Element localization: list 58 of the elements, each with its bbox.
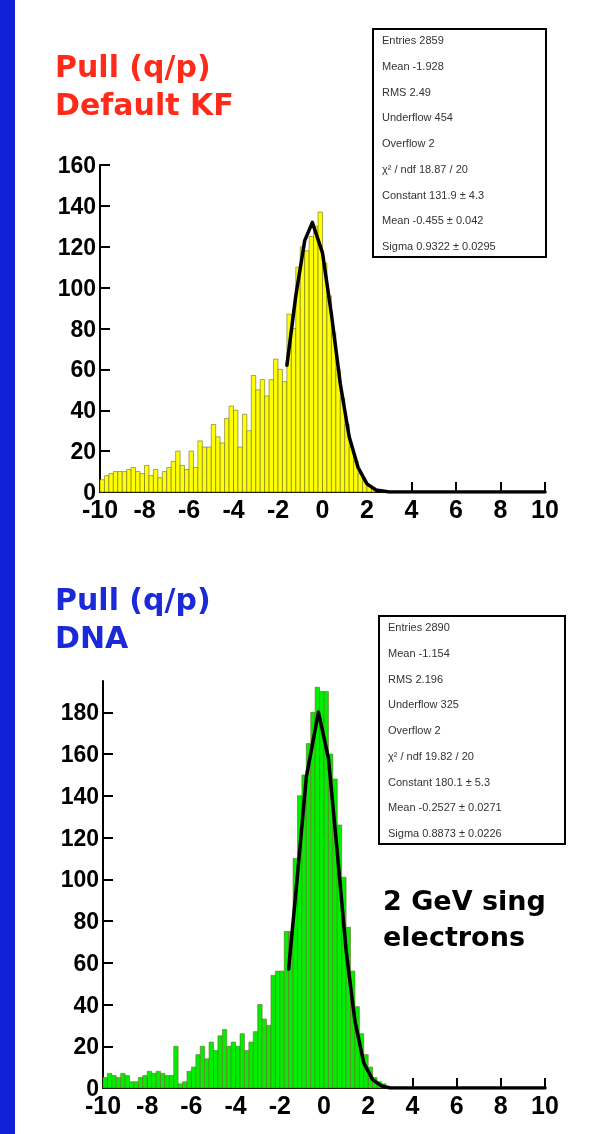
y-tick-label: 80 — [70, 315, 96, 342]
x-tick-label: 8 — [493, 1090, 508, 1119]
y-tick-label: 160 — [60, 741, 99, 768]
y-tick-label: 120 — [60, 824, 99, 851]
y-tick-label: 20 — [73, 1033, 99, 1060]
x-tick-label: -6 — [177, 494, 201, 523]
y-tick-label: 20 — [70, 438, 96, 465]
annotation: χ² / ndf 19.82 / 20 — [388, 749, 475, 762]
x-tick-label: 0 — [317, 1090, 331, 1119]
x-tick-label: -4 — [224, 1090, 247, 1119]
y-tick-label: 40 — [70, 397, 96, 424]
x-tick-label: 4 — [404, 494, 419, 523]
text: RMS 2.49 — [382, 85, 431, 98]
y-tick-label: 160 — [57, 152, 96, 178]
annotation: Constant 131.9 ± 4.3 — [382, 188, 486, 201]
x-tick-label: 8 — [493, 494, 508, 523]
y-tick-label: 100 — [60, 866, 99, 893]
x-tick-label: 2 — [360, 494, 374, 523]
chart-title: Pull (q/p) Default KF — [55, 48, 234, 122]
x-tick-label: 10 — [531, 494, 559, 523]
annotation: Sigma 0.9322 ± 0.0295 — [382, 240, 497, 252]
annotation: RMS 2.196 — [388, 672, 445, 685]
annotation: Mean -0.455 ± 0.042 — [382, 214, 485, 227]
annotation: χ² / ndf 18.87 / 20 — [382, 162, 469, 175]
text: Mean -1.154 — [388, 646, 450, 659]
x-tick-label: 6 — [449, 1090, 464, 1119]
y-tick-label: 60 — [73, 949, 99, 976]
x-tick-label: -2 — [268, 1090, 291, 1119]
x-tick-label: 2 — [361, 1090, 376, 1119]
x-tick-label: 4 — [405, 1090, 420, 1119]
y-tick-label: 100 — [57, 274, 96, 301]
x-tick-label: -2 — [266, 494, 290, 523]
x-tick-label: -8 — [136, 1090, 159, 1119]
y-tick-label: 140 — [57, 192, 96, 219]
y-tick-label: 120 — [57, 233, 96, 260]
x-tick-label: -4 — [222, 494, 245, 523]
annotation: Overflow 2 — [388, 724, 442, 736]
x-tick-label: 10 — [531, 1090, 559, 1119]
x-tick-label: 0 — [315, 494, 330, 523]
y-tick-label: 140 — [60, 782, 99, 809]
annotation: Mean -0.2527 ± 0.0271 — [388, 801, 503, 814]
y-tick-label: 40 — [73, 991, 99, 1018]
x-tick-label: -8 — [133, 494, 156, 523]
y-tick-label: 60 — [70, 356, 96, 383]
text: Entries 2890 — [388, 621, 450, 633]
annotation: Constant 180.1 ± 5.3 — [388, 775, 492, 788]
annotation: 2 GeV sing electrons — [383, 884, 556, 952]
y-tick-label: 80 — [73, 908, 99, 935]
x-tick-label: -6 — [180, 1090, 203, 1119]
annotation: Underflow 325 — [388, 698, 460, 711]
text: Underflow 454 — [382, 111, 453, 124]
annotation: Sigma 0.8873 ± 0.0226 — [388, 827, 503, 839]
x-tick-label: 6 — [449, 494, 463, 523]
text: Entries 2859 — [382, 34, 444, 46]
text: Overflow 2 — [382, 137, 435, 149]
y-tick-label: 180 — [60, 699, 99, 726]
chart-title: Pull (q/p) DNA — [55, 581, 222, 655]
text: Mean -1.928 — [382, 59, 444, 72]
